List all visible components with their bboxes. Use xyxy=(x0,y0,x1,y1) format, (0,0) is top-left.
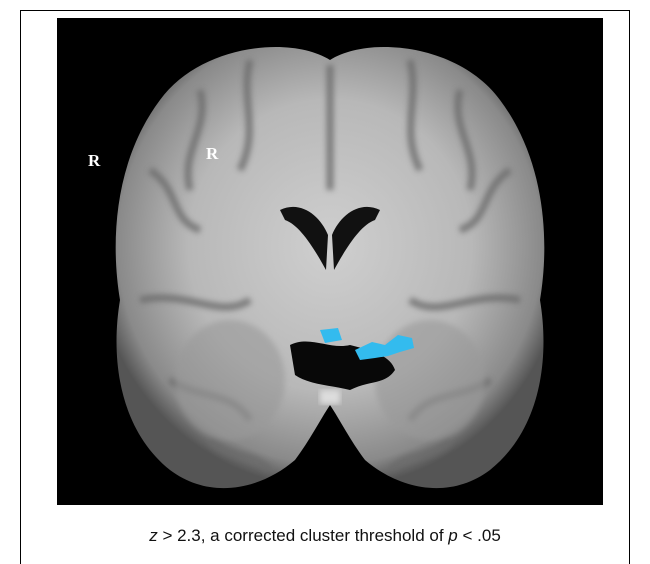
frame xyxy=(20,10,630,564)
orientation-label: R xyxy=(206,144,219,163)
orientation-label: R xyxy=(88,151,101,170)
caption: z > 2.3, a corrected cluster threshold o… xyxy=(148,526,501,545)
caption-text: < .05 xyxy=(458,526,501,545)
caption-text: > 2.3, a corrected cluster threshold of xyxy=(158,526,449,545)
caption-italic: z xyxy=(148,526,158,545)
activation-cluster xyxy=(320,328,414,360)
caption-italic: p xyxy=(447,526,457,545)
